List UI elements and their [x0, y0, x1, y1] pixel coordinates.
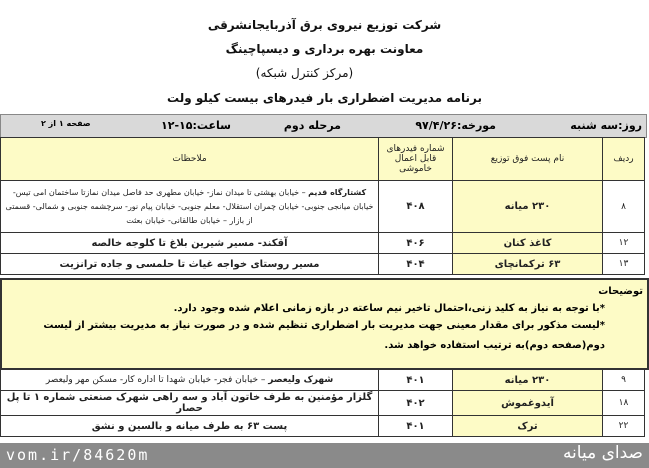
feeder: ۴۰۴ [378, 253, 453, 275]
row-number: ۱۸ [602, 390, 645, 416]
feeder: ۴۰۱ [378, 415, 453, 437]
table-row: ۱۲ کاغذ کنان ۴۰۶ آقکند- مسیر شیرین بلاغ … [0, 232, 645, 254]
remarks: مسیر روستای خواجه غیاث تا حلمسی و جاده ت… [0, 253, 379, 275]
remarks: – خیابان فجر- خیابان شهدا تا اداره کار- … [45, 375, 269, 385]
col-feeders: شماره فیدرهای قابل اعمال خاموشی [378, 137, 453, 181]
substation: ۲۳۰ میانه [452, 369, 603, 391]
remarks-bold: کشتارگاه قدیم [308, 187, 367, 197]
remarks: آقکند- مسیر شیرین بلاغ تا کلوجه خالصه [0, 232, 379, 254]
center-title: (مرکز کنترل شبکه) [255, 66, 354, 80]
row-number: ۸ [602, 180, 645, 233]
info-bar: روز:سه شنبه مورخه:۹۷/۴/۲۶ مرحله دوم ساعت… [0, 114, 647, 138]
footer-bar: vom.ir/84620m صدای میانه [0, 443, 649, 468]
document-title: برنامه مدیریت اضطراری بار فیدرهای بیست ک… [167, 91, 482, 105]
remarks-bold: شهرک ولیعصر [268, 375, 334, 385]
substation: ۲۳۰ میانه [452, 180, 603, 233]
note-2: *لیست مذکور برای مقدار معینی جهت مدیریت … [43, 320, 605, 351]
row-number: ۱۲ [602, 232, 645, 254]
row-number: ۹ [602, 369, 645, 391]
table-row: ۹ ۲۳۰ میانه ۴۰۱ شهرک ولیعصر – خیابان فجر… [0, 369, 645, 391]
site-logo: صدای میانه [562, 443, 643, 463]
table-bottom: ۹ ۲۳۰ میانه ۴۰۱ شهرک ولیعصر – خیابان فجر… [0, 369, 645, 437]
feeder: ۴۰۲ [378, 390, 453, 416]
table-row: ۱۳ ۶۳ ترکمانچای ۴۰۴ مسیر روستای خواجه غی… [0, 253, 645, 275]
remarks: گلزار مؤمنین به طرف خاتون آباد و سه راهی… [0, 390, 379, 416]
date: مورخه:۹۷/۴/۲۶ [415, 119, 496, 132]
feeder: ۴۰۱ [378, 369, 453, 391]
notes-box: توضیحات *با توجه به نیاز به کلید زنی،احت… [0, 278, 649, 370]
col-substation: نام پست فوق توزیع [452, 137, 603, 181]
note-1: *با توجه به نیاز به کلید زنی،احتمال تاخی… [173, 303, 605, 314]
substation: ۶۳ ترکمانچای [452, 253, 603, 275]
substation: ترک [452, 415, 603, 437]
company-title: شرکت توزیع نیروی برق آذربایجانشرقی [207, 18, 442, 32]
day: روز:سه شنبه [570, 119, 642, 132]
table-row: ۸ ۲۳۰ میانه ۴۰۸ کشتارگاه قدیم – خیابان ب… [0, 180, 645, 233]
col-remarks: ملاحظات [0, 137, 379, 181]
remarks: پست ۶۳ به طرف میانه و بالسین و نشق [0, 415, 379, 437]
remarks: – خیابان بهشتی تا میدان نماز- خیابان مطه… [5, 187, 374, 225]
department-title: معاونت بهره برداری و دیسپاچینگ [225, 42, 424, 56]
substation: آیدوغموش [452, 390, 603, 416]
row-number: ۱۳ [602, 253, 645, 275]
footer-url[interactable]: vom.ir/84620m [6, 446, 150, 464]
table-top: ردیف نام پست فوق توزیع شماره فیدرهای قاب… [0, 137, 645, 275]
table-row: ۲۲ ترک ۴۰۱ پست ۶۳ به طرف میانه و بالسین … [0, 415, 645, 437]
stage: مرحله دوم [283, 119, 341, 132]
col-row: ردیف [602, 137, 645, 181]
page-number: صفحه ۱ از ۲ [41, 119, 91, 128]
table-row: ۱۸ آیدوغموش ۴۰۲ گلزار مؤمنین به طرف خاتو… [0, 390, 645, 416]
feeder: ۴۰۸ [378, 180, 453, 233]
time: ساعت:۱۵-۱۲ [161, 119, 231, 132]
feeder: ۴۰۶ [378, 232, 453, 254]
notes-title: توضیحات [598, 286, 643, 297]
row-number: ۲۲ [602, 415, 645, 437]
substation: کاغذ کنان [452, 232, 603, 254]
